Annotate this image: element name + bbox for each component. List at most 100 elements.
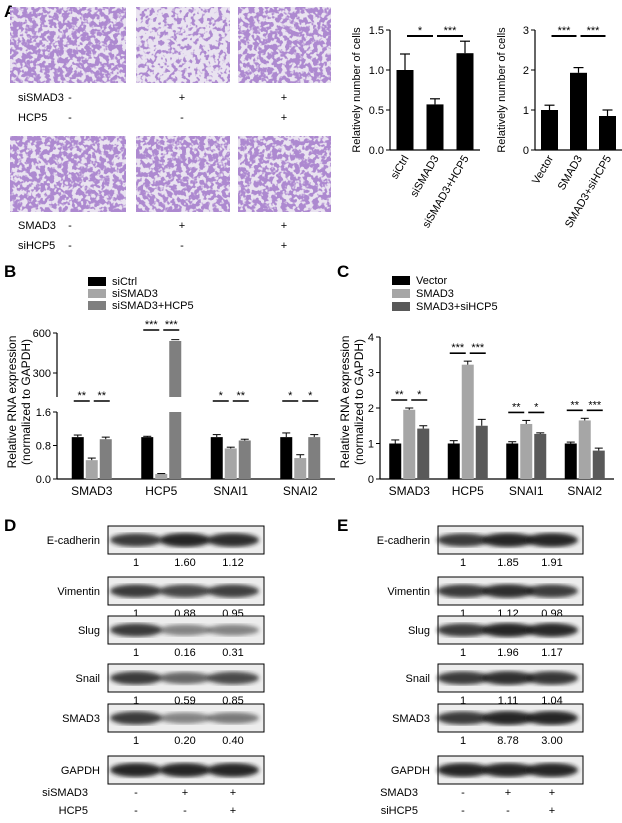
x-tick-label: Vector (530, 153, 556, 186)
y-tick-label: 2 (523, 65, 529, 77)
y-axis-label-2: (normalized to GAPDH) (19, 339, 33, 465)
y-tick-label: 0.8 (36, 441, 51, 453)
bar (541, 110, 558, 150)
quantification-value: 3.00 (541, 735, 562, 747)
micrograph-cells-3 (238, 7, 331, 83)
significance-label: ** (236, 390, 245, 402)
bar-lower (169, 412, 182, 479)
condition-mark: + (230, 805, 236, 817)
blot-band (159, 763, 211, 777)
bar (570, 72, 587, 150)
blot-band (110, 711, 162, 725)
condition-mark: + (281, 220, 287, 232)
blot-label: Slug (408, 625, 430, 637)
significance-label: ** (512, 401, 521, 413)
blot-band (159, 624, 211, 636)
y-tick-label: 2 (368, 403, 374, 415)
y-tick-label: 4 (368, 332, 374, 344)
bar (308, 437, 321, 479)
blot-band (482, 533, 534, 547)
condition-mark: - (68, 220, 72, 232)
condition-mark: + (230, 787, 236, 799)
quantification-value: 1.96 (497, 647, 518, 659)
blot-band (110, 533, 162, 547)
quantification-value: 1 (133, 695, 139, 707)
condition-mark: - (461, 805, 465, 817)
x-tick-label: siSMAD3 (408, 154, 441, 200)
legend-swatch (88, 301, 106, 310)
blot-band (159, 584, 211, 598)
significance-label: *** (451, 342, 465, 354)
condition-mark: - (180, 112, 184, 124)
y-axis-label: Relatively number of cells (351, 27, 363, 153)
condition-label: siHCP5 (381, 805, 418, 817)
condition-mark: - (68, 240, 72, 252)
quantification-value: 0.20 (174, 735, 195, 747)
bar (238, 440, 251, 479)
condition-mark: - (506, 805, 510, 817)
condition-mark: + (549, 805, 555, 817)
condition-label: SMAD3 (380, 787, 418, 799)
blot-band (526, 671, 578, 685)
condition-label: siHCP5 (18, 240, 55, 252)
bar (280, 437, 293, 479)
blot-band (207, 712, 259, 724)
quantification-value: 1 (460, 647, 466, 659)
quantification-value: 0.31 (222, 647, 243, 659)
blot-label: E-cadherin (377, 535, 430, 547)
blot-band (482, 671, 534, 685)
significance-label: *** (558, 25, 572, 37)
x-tick-label: HCP5 (452, 484, 484, 498)
bar (99, 439, 112, 479)
blot-band (526, 711, 578, 725)
panel-label-e: E (337, 516, 349, 535)
y-axis-label: Relative RNA expression (338, 336, 352, 469)
y-axis-label: Relative RNA expression (5, 336, 19, 469)
condition-mark: + (182, 787, 188, 799)
condition-mark: - (134, 805, 138, 817)
chart-A2: 0 1 2 3 Relatively number of cells Vector SMAD… (496, 25, 622, 230)
condition-mark: + (281, 92, 287, 104)
bar (141, 437, 154, 479)
panel-label-c: C (337, 262, 350, 281)
blot-band (159, 533, 211, 547)
condition-mark: - (180, 240, 184, 252)
quantification-value: 1 (460, 557, 466, 569)
y-axis-label: Relatively number of cells (496, 27, 508, 153)
significance-label: *** (587, 25, 601, 37)
blot-band (159, 712, 211, 724)
y-tick-label: 0.0 (36, 474, 51, 486)
condition-mark: - (68, 92, 72, 104)
legend-label: siCtrl (112, 276, 137, 288)
blot-band (437, 623, 489, 637)
condition-mark: + (549, 787, 555, 799)
quantification-value: 8.78 (497, 735, 518, 747)
bar (447, 443, 460, 479)
condition-mark: - (134, 787, 138, 799)
blot-band (110, 671, 162, 685)
bar (155, 473, 168, 479)
y-tick-label: 600 (33, 328, 51, 340)
condition-label: HCP5 (59, 805, 88, 817)
blot-band (526, 623, 578, 637)
blot-band (437, 533, 489, 547)
bar (534, 433, 547, 479)
bar (506, 443, 519, 479)
x-tick-label: SMAD3 (71, 484, 113, 498)
quantification-value: 1 (133, 647, 139, 659)
y-tick-label: 0.5 (369, 105, 384, 117)
x-tick-label: SMAD3 (556, 154, 585, 193)
bar (294, 458, 307, 479)
condition-label: siSMAD3 (18, 92, 64, 104)
legend-swatch (392, 289, 410, 298)
blot-label: Vimentin (387, 586, 430, 598)
bar (426, 104, 444, 150)
bar (417, 428, 430, 479)
quantification-value: 0.40 (222, 735, 243, 747)
quantification-value: 1.17 (541, 647, 562, 659)
bar (578, 420, 591, 479)
chart-B: 0.0 0.8 1.6 300 600 Relative RNA expression (n… (5, 276, 335, 498)
chart-A1: 0.0 0.5 1.0 1.5 Relatively number of cells si… (351, 25, 480, 230)
